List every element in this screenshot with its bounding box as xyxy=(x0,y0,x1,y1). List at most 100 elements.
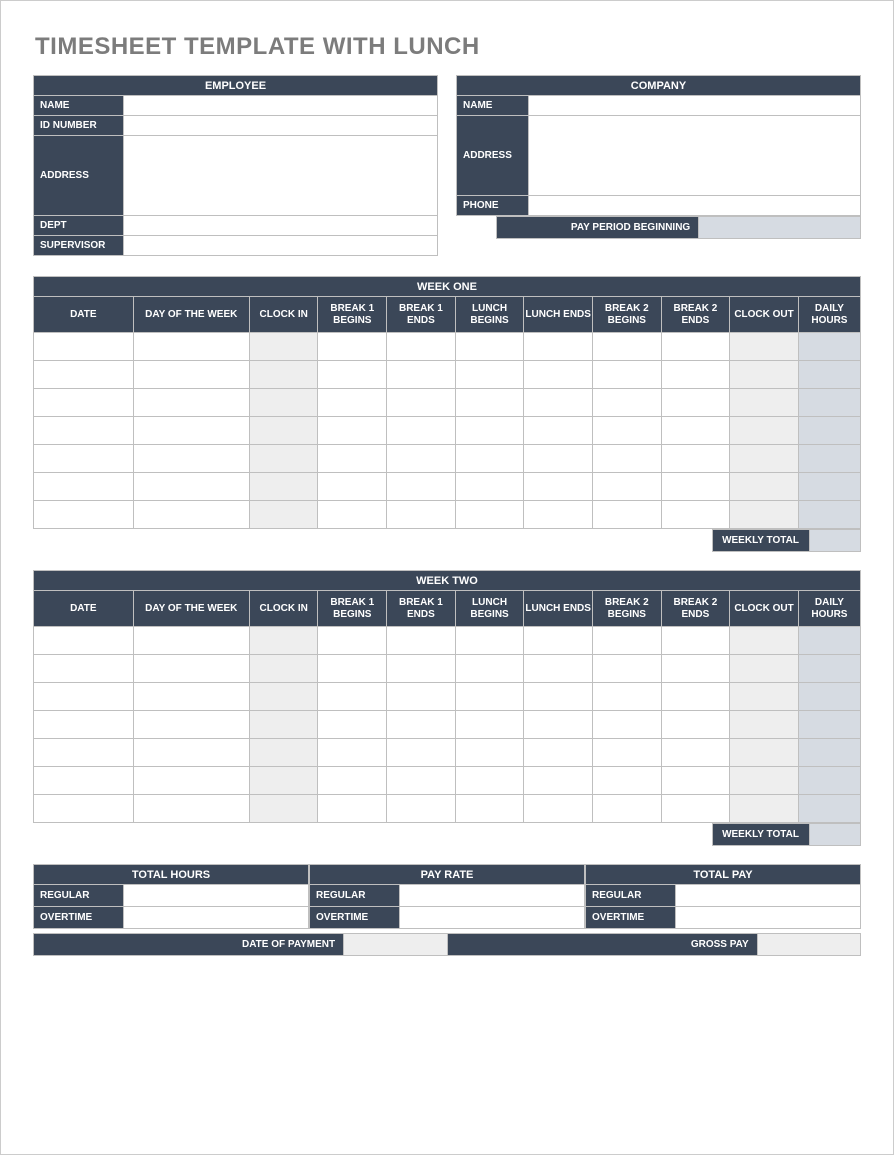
break1-begins-cell[interactable] xyxy=(318,655,387,683)
break1-begins-cell[interactable] xyxy=(318,445,387,473)
break1-begins-cell[interactable] xyxy=(318,417,387,445)
hours-overtime-value[interactable] xyxy=(124,907,309,929)
date-cell[interactable] xyxy=(34,711,134,739)
clockin-cell[interactable] xyxy=(249,445,318,473)
break2-ends-cell[interactable] xyxy=(661,361,730,389)
break1-ends-cell[interactable] xyxy=(387,445,456,473)
clockin-cell[interactable] xyxy=(249,627,318,655)
pay-regular-value[interactable] xyxy=(676,885,861,907)
break2-begins-cell[interactable] xyxy=(592,389,661,417)
dow-cell[interactable] xyxy=(133,655,249,683)
clockout-cell[interactable] xyxy=(730,361,799,389)
daily-hours-cell[interactable] xyxy=(798,767,860,795)
date-of-payment-value[interactable] xyxy=(344,934,447,956)
lunch-ends-cell[interactable] xyxy=(524,655,593,683)
break1-ends-cell[interactable] xyxy=(387,711,456,739)
rate-overtime-value[interactable] xyxy=(400,907,585,929)
lunch-begins-cell[interactable] xyxy=(455,627,524,655)
lunch-begins-cell[interactable] xyxy=(455,655,524,683)
clockout-cell[interactable] xyxy=(730,627,799,655)
date-cell[interactable] xyxy=(34,417,134,445)
clockin-cell[interactable] xyxy=(249,767,318,795)
employee-dept-value[interactable] xyxy=(124,216,438,236)
lunch-begins-cell[interactable] xyxy=(455,795,524,823)
dow-cell[interactable] xyxy=(133,767,249,795)
lunch-begins-cell[interactable] xyxy=(455,683,524,711)
break1-begins-cell[interactable] xyxy=(318,473,387,501)
lunch-ends-cell[interactable] xyxy=(524,767,593,795)
dow-cell[interactable] xyxy=(133,333,249,361)
dow-cell[interactable] xyxy=(133,417,249,445)
clockin-cell[interactable] xyxy=(249,473,318,501)
daily-hours-cell[interactable] xyxy=(798,445,860,473)
break1-begins-cell[interactable] xyxy=(318,361,387,389)
daily-hours-cell[interactable] xyxy=(798,417,860,445)
pay-period-value[interactable] xyxy=(699,217,861,239)
dow-cell[interactable] xyxy=(133,389,249,417)
date-cell[interactable] xyxy=(34,683,134,711)
lunch-ends-cell[interactable] xyxy=(524,711,593,739)
break1-begins-cell[interactable] xyxy=(318,767,387,795)
lunch-begins-cell[interactable] xyxy=(455,767,524,795)
break2-ends-cell[interactable] xyxy=(661,627,730,655)
break1-ends-cell[interactable] xyxy=(387,389,456,417)
date-cell[interactable] xyxy=(34,767,134,795)
clockout-cell[interactable] xyxy=(730,445,799,473)
break2-ends-cell[interactable] xyxy=(661,711,730,739)
break1-begins-cell[interactable] xyxy=(318,739,387,767)
date-cell[interactable] xyxy=(34,361,134,389)
clockin-cell[interactable] xyxy=(249,417,318,445)
hours-regular-value[interactable] xyxy=(124,885,309,907)
date-cell[interactable] xyxy=(34,389,134,417)
clockout-cell[interactable] xyxy=(730,711,799,739)
lunch-ends-cell[interactable] xyxy=(524,795,593,823)
employee-address-value[interactable] xyxy=(124,136,438,216)
clockin-cell[interactable] xyxy=(249,333,318,361)
break2-begins-cell[interactable] xyxy=(592,473,661,501)
break2-ends-cell[interactable] xyxy=(661,389,730,417)
daily-hours-cell[interactable] xyxy=(798,711,860,739)
clockout-cell[interactable] xyxy=(730,795,799,823)
daily-hours-cell[interactable] xyxy=(798,739,860,767)
break2-ends-cell[interactable] xyxy=(661,333,730,361)
employee-id-value[interactable] xyxy=(124,116,438,136)
dow-cell[interactable] xyxy=(133,473,249,501)
clockin-cell[interactable] xyxy=(249,739,318,767)
break1-ends-cell[interactable] xyxy=(387,361,456,389)
lunch-ends-cell[interactable] xyxy=(524,333,593,361)
dow-cell[interactable] xyxy=(133,739,249,767)
break1-begins-cell[interactable] xyxy=(318,389,387,417)
company-name-value[interactable] xyxy=(529,96,861,116)
lunch-ends-cell[interactable] xyxy=(524,501,593,529)
lunch-begins-cell[interactable] xyxy=(455,389,524,417)
clockout-cell[interactable] xyxy=(730,655,799,683)
break2-begins-cell[interactable] xyxy=(592,333,661,361)
lunch-ends-cell[interactable] xyxy=(524,389,593,417)
dow-cell[interactable] xyxy=(133,445,249,473)
break2-ends-cell[interactable] xyxy=(661,795,730,823)
break1-begins-cell[interactable] xyxy=(318,795,387,823)
lunch-begins-cell[interactable] xyxy=(455,739,524,767)
dow-cell[interactable] xyxy=(133,361,249,389)
break2-ends-cell[interactable] xyxy=(661,445,730,473)
date-cell[interactable] xyxy=(34,655,134,683)
break1-ends-cell[interactable] xyxy=(387,683,456,711)
daily-hours-cell[interactable] xyxy=(798,389,860,417)
clockin-cell[interactable] xyxy=(249,501,318,529)
lunch-ends-cell[interactable] xyxy=(524,445,593,473)
lunch-begins-cell[interactable] xyxy=(455,445,524,473)
dow-cell[interactable] xyxy=(133,795,249,823)
break2-ends-cell[interactable] xyxy=(661,501,730,529)
lunch-begins-cell[interactable] xyxy=(455,501,524,529)
clockin-cell[interactable] xyxy=(249,683,318,711)
dow-cell[interactable] xyxy=(133,501,249,529)
lunch-ends-cell[interactable] xyxy=(524,417,593,445)
lunch-begins-cell[interactable] xyxy=(455,473,524,501)
break2-begins-cell[interactable] xyxy=(592,655,661,683)
company-address-value[interactable] xyxy=(529,116,861,196)
dow-cell[interactable] xyxy=(133,711,249,739)
employee-name-value[interactable] xyxy=(124,96,438,116)
lunch-ends-cell[interactable] xyxy=(524,473,593,501)
clockout-cell[interactable] xyxy=(730,389,799,417)
daily-hours-cell[interactable] xyxy=(798,473,860,501)
